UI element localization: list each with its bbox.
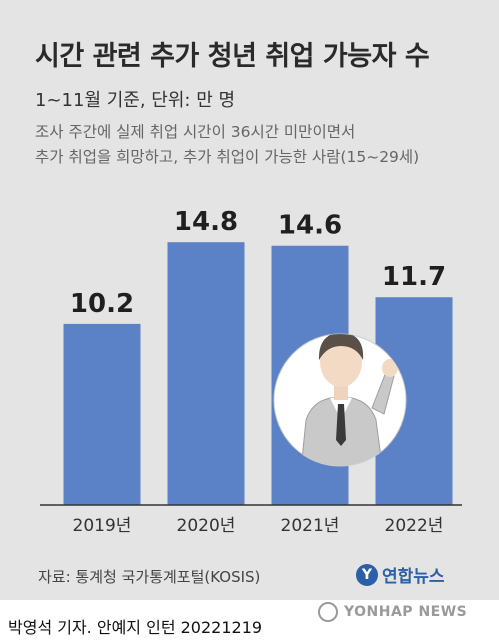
bar-2020년 xyxy=(167,242,245,506)
bar-2019년 xyxy=(63,323,141,505)
data-label-2020년: 14.8 xyxy=(174,207,238,237)
worker-raised-arm xyxy=(371,371,395,415)
yonhap-watermark: YONHAP NEWS xyxy=(318,602,467,622)
worker-face xyxy=(320,337,362,387)
note-line-2: 추가 취업을 희망하고, 추가 취업이 가능한 사람(15~29세) xyxy=(35,148,420,166)
yonhap-logo-icon: Y xyxy=(356,563,378,586)
source-text: 자료: 통계청 국가통계포털(KOSIS) xyxy=(38,568,261,586)
credit-line: 박영석 기자. 안예지 인턴 20221219 xyxy=(8,618,263,637)
data-label-2019년: 10.2 xyxy=(70,289,134,319)
data-label-2022년: 11.7 xyxy=(382,262,446,292)
bar-chart: 10.2 2019년 14.8 2020년 14.6 2021년 11.7 2022년 xyxy=(40,207,462,536)
x-tick-label-2021년: 2021년 xyxy=(281,516,340,536)
note-line-1: 조사 주간에 실제 취업 시간이 36시간 미만이면서 xyxy=(35,123,356,141)
watermark-icon xyxy=(318,602,338,622)
x-tick-label-2020년: 2020년 xyxy=(177,516,236,536)
x-tick-label-2022년: 2022년 xyxy=(385,516,444,536)
worker-fist xyxy=(382,359,398,377)
office-worker-illustration xyxy=(273,333,407,467)
data-label-2021년: 14.6 xyxy=(278,211,342,241)
yonhap-logo-text: 연합뉴스 xyxy=(382,567,445,587)
x-tick-label-2019년: 2019년 xyxy=(73,516,132,536)
watermark-text: YONHAP NEWS xyxy=(344,604,468,620)
chart-title: 시간 관련 추가 청년 취업 가능자 수 xyxy=(35,41,430,72)
worker-hair xyxy=(318,334,364,360)
unit-label: 1~11월 기준, 단위: 만 명 xyxy=(35,90,236,111)
worker-figure xyxy=(299,334,398,466)
chart-note: 조사 주간에 실제 취업 시간이 36시간 미만이면서 추가 취업을 희망하고,… xyxy=(35,120,419,170)
worker-tie xyxy=(336,404,346,446)
yonhap-logo: Y 연합뉴스 xyxy=(356,562,445,587)
